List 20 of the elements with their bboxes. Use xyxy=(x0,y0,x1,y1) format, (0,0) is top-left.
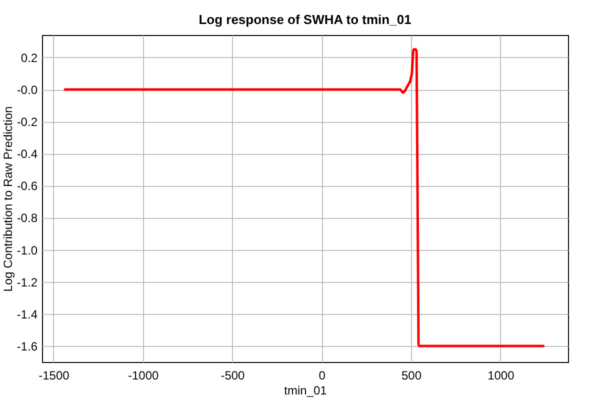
y-tick-label: -0.6 xyxy=(16,179,38,194)
y-tick-label: -0.0 xyxy=(16,83,38,97)
y-tick-label: -1.6 xyxy=(16,339,38,354)
y-tick-label: -0.2 xyxy=(16,115,38,130)
y-tick-label: -0.4 xyxy=(16,147,38,162)
x-tick-label: -500 xyxy=(220,368,246,382)
y-tick-label: 0.2 xyxy=(20,50,38,65)
line-series xyxy=(64,48,545,348)
x-tick-label: -1500 xyxy=(38,368,70,382)
x-tick-label: 0 xyxy=(318,368,326,382)
y-tick-label: -0.8 xyxy=(16,211,38,226)
chart-title: Log response of SWHA to tmin_01 xyxy=(198,12,412,27)
y-tick-label: -1.4 xyxy=(16,307,38,322)
x-tick-label: -1000 xyxy=(128,368,160,382)
x-tick-label: 1000 xyxy=(488,368,515,382)
x-tick-label: 500 xyxy=(402,368,422,382)
y-tick-label: -1.0 xyxy=(16,243,38,258)
x-axis-title: tmin_01 xyxy=(284,384,328,398)
y-axis-title: Log Contribution to Raw Prediction xyxy=(0,106,15,292)
y-tick-label: -1.2 xyxy=(16,275,38,290)
